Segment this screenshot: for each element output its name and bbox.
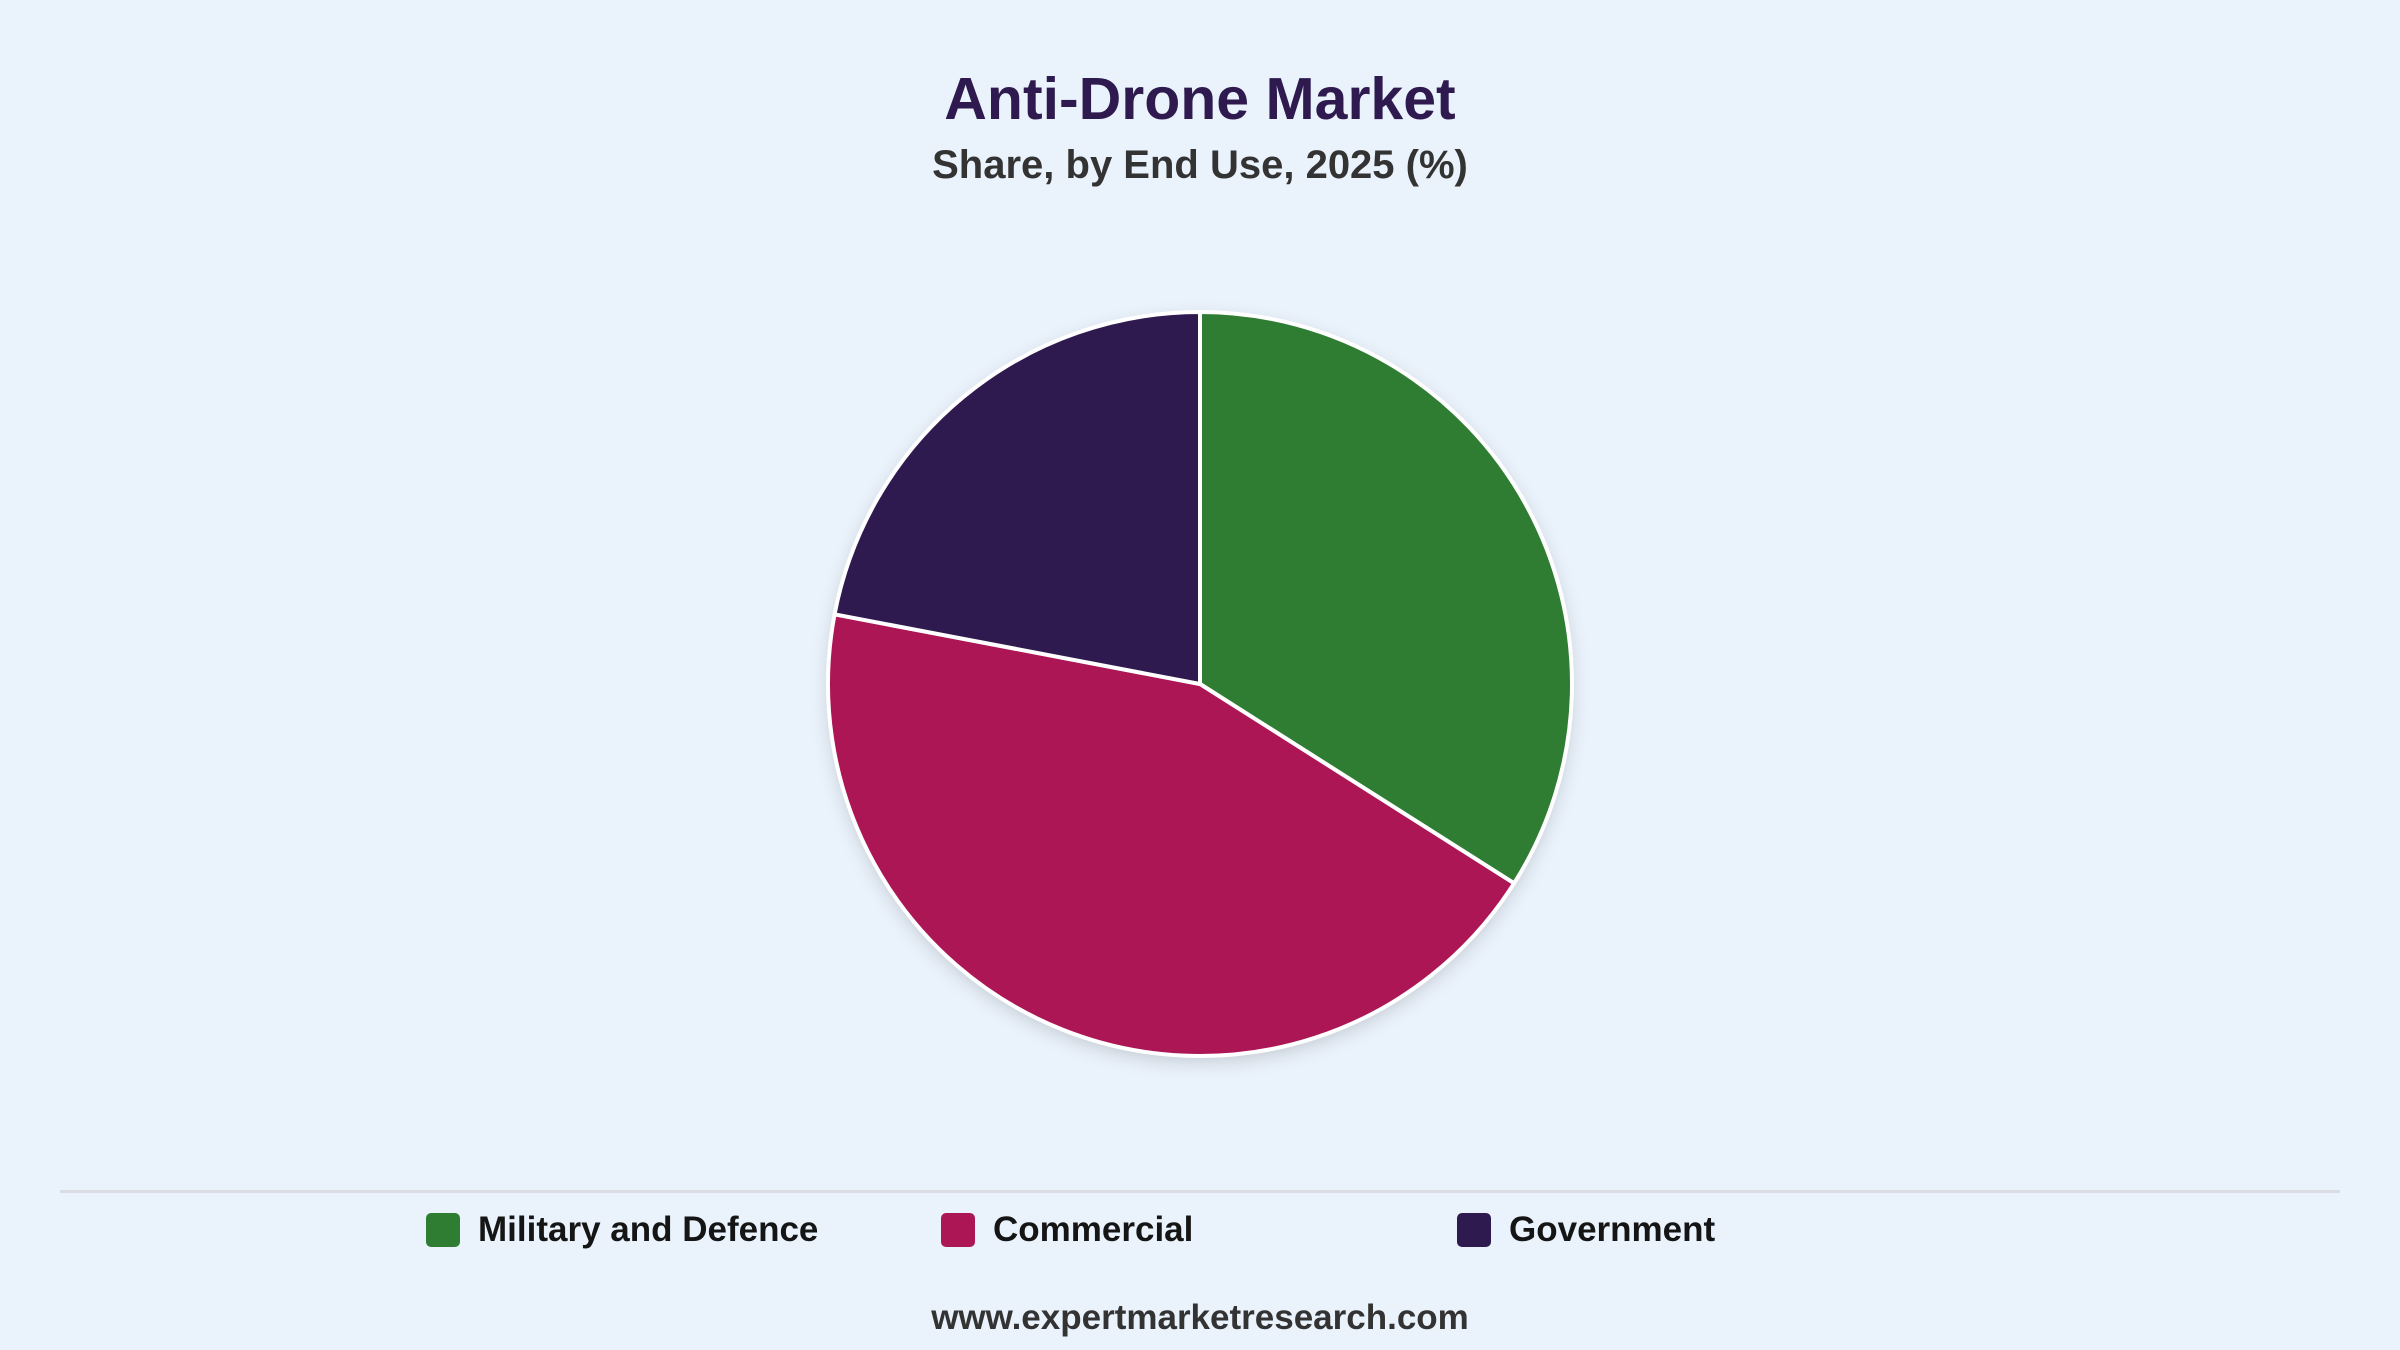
chart-title: Anti-Drone Market	[944, 66, 1456, 132]
legend-swatch	[941, 1213, 975, 1247]
legend-swatch	[1457, 1213, 1491, 1247]
legend-item-government[interactable]: Government	[1457, 1205, 1715, 1255]
pie-slices	[826, 310, 1574, 1058]
legend-swatch	[426, 1213, 460, 1247]
legend: Military and Defence Commercial Governme…	[0, 1205, 2400, 1255]
legend-divider	[60, 1190, 2340, 1193]
pie-slice-commercial[interactable]	[826, 612, 1517, 1058]
pie-slice-military-and-defence[interactable]	[1198, 310, 1574, 886]
legend-item-commercial[interactable]: Commercial	[941, 1205, 1193, 1255]
legend-label: Military and Defence	[478, 1210, 819, 1249]
legend-item-military-and-defence[interactable]: Military and Defence	[426, 1205, 818, 1255]
legend-label: Government	[1509, 1210, 1716, 1249]
pie-slice-government[interactable]	[832, 310, 1202, 686]
legend-label: Commercial	[993, 1210, 1194, 1249]
source-url: www.expertmarketresearch.com	[931, 1298, 1469, 1337]
chart-subtitle: Share, by End Use, 2025 (%)	[932, 143, 1468, 187]
